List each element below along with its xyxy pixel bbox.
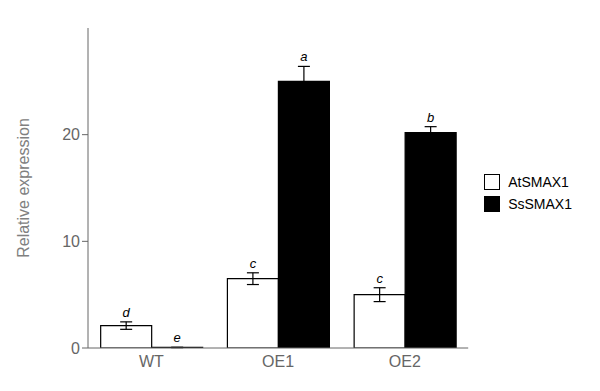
svg-text:c: c xyxy=(376,271,383,286)
svg-text:20: 20 xyxy=(62,126,80,143)
svg-text:WT: WT xyxy=(139,353,164,370)
svg-text:a: a xyxy=(300,49,307,64)
svg-text:b: b xyxy=(427,110,434,125)
svg-text:OE1: OE1 xyxy=(262,353,294,370)
svg-text:d: d xyxy=(123,305,131,320)
svg-text:OE2: OE2 xyxy=(389,353,421,370)
svg-text:0: 0 xyxy=(71,340,80,357)
svg-text:c: c xyxy=(250,256,257,271)
html-text:SsSMAX1: SsSMAX1 xyxy=(508,195,572,212)
svg-text:e: e xyxy=(174,330,181,345)
html-text:AtSMAX1: AtSMAX1 xyxy=(508,173,569,190)
svg-text:Relative expression: Relative expression xyxy=(15,118,32,258)
svg-text:10: 10 xyxy=(62,233,80,250)
